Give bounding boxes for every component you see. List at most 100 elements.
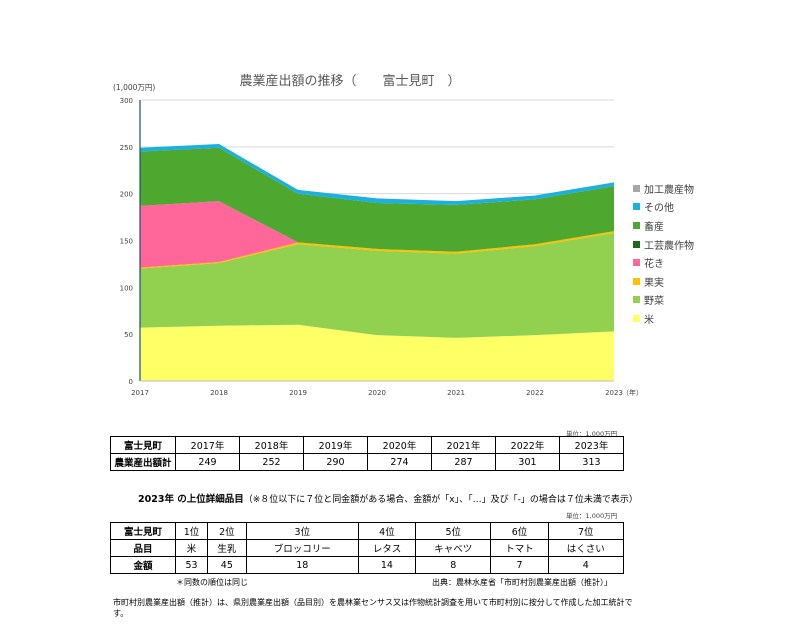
same-rank-note: ＊同数の順位は同じ <box>176 578 248 587</box>
detail-title-main: 2023年 の上位詳細品目 <box>138 494 244 505</box>
item-amount: 8 <box>414 556 492 574</box>
legend-swatch <box>633 221 640 229</box>
legend-swatch <box>633 314 640 322</box>
x-tick-label: 2022 <box>526 389 544 397</box>
x-tick-label: 2021 <box>447 389 465 397</box>
rank-header: 7位 <box>547 522 625 540</box>
item-row-label: 品目 <box>110 539 176 557</box>
y-tick-label: 200 <box>120 191 133 199</box>
item-name: キャベツ <box>414 539 492 557</box>
x-tick-label: 2018 <box>210 389 228 397</box>
rank-header: 5位 <box>414 522 492 540</box>
x-tick-label: 2017 <box>131 389 149 397</box>
legend-swatch <box>633 240 640 248</box>
table1-row-label: 農業産出額計 <box>110 453 176 471</box>
item-name: ブロッコリー <box>245 539 359 557</box>
y-tick-label: 100 <box>120 284 133 292</box>
area-畜産 <box>140 147 614 252</box>
total-value: 287 <box>431 453 496 471</box>
item-amount: 14 <box>357 556 416 574</box>
legend-label: 野菜 <box>644 296 664 308</box>
rank-header: 2位 <box>207 522 247 540</box>
year-header: 2021年 <box>431 436 496 454</box>
area-米 <box>140 324 614 381</box>
legend-swatch <box>633 296 640 304</box>
year-header: 2019年 <box>303 436 368 454</box>
area-花き <box>140 201 614 268</box>
item-amount: 7 <box>490 556 549 574</box>
y-tick-label: 300 <box>120 97 133 105</box>
y-tick-label: 50 <box>124 331 133 339</box>
legend-label: 畜産 <box>644 221 664 233</box>
legend-label: 果実 <box>644 277 664 289</box>
table2-amount-row: 金額 53 45 18 14 8 7 4 <box>110 556 625 574</box>
item-amount: 53 <box>175 556 208 574</box>
legend-item: 米 <box>633 309 694 328</box>
table2-rank-row: 富士見町 1位 2位 3位 4位 5位 6位 7位 <box>110 522 625 540</box>
total-value: 252 <box>239 453 304 471</box>
item-name: レタス <box>357 539 416 557</box>
item-amount: 4 <box>547 556 625 574</box>
footnote: 市町村別農業産出額（推計）は、県別農業産出額（品目別）を農林業センサス又は作物統… <box>113 598 633 618</box>
x-tick-label: 2023 <box>605 389 623 397</box>
legend-swatch <box>633 203 640 211</box>
rank-header: 4位 <box>357 522 416 540</box>
area-果実 <box>140 231 614 269</box>
legend-swatch <box>633 259 640 267</box>
x-tick-label: 2020 <box>368 389 386 397</box>
chart-title: 農業産出額の推移（ 富士見町 ） <box>239 74 461 89</box>
legend-item: 野菜 <box>633 291 694 310</box>
x-axis-suffix: （年） <box>622 388 643 397</box>
legend-item: 工芸農作物 <box>633 235 694 254</box>
output-total-table: 富士見町 2017年 2018年 2019年 2020年 2021年 2022年 2023年 … <box>110 436 624 471</box>
rank-header: 1位 <box>175 522 208 540</box>
top-items-table: 富士見町 1位 2位 3位 4位 5位 6位 7位 品目米生乳 ブロッコリー レタス キャベツ トマト… <box>110 522 625 574</box>
x-tick-label: 2019 <box>289 389 307 397</box>
legend-label: 工芸農作物 <box>644 240 694 252</box>
total-value: 274 <box>367 453 432 471</box>
item-amount: 18 <box>245 556 359 574</box>
item-name: はくさい <box>547 539 625 557</box>
year-header: 2017年 <box>175 436 240 454</box>
legend-item: 花き <box>633 253 694 272</box>
item-amount: 45 <box>207 556 247 574</box>
y-tick-label: 0 <box>129 378 133 386</box>
legend-item: 果実 <box>633 272 694 291</box>
legend-swatch <box>633 184 640 192</box>
item-name: 米 <box>175 539 208 557</box>
table1-value-row: 農業産出額計 249 252 290 274 287 301 313 <box>110 453 624 471</box>
total-value: 301 <box>495 453 560 471</box>
area-野菜 <box>140 233 614 338</box>
year-header: 2018年 <box>239 436 304 454</box>
table2-item-row: 品目米生乳 ブロッコリー レタス キャベツ トマト はくさい <box>110 539 625 557</box>
legend-swatch <box>633 277 640 285</box>
area-chart: 0 50 100 150 200 250 300 2017 2018 2019 2020 2021 20… <box>120 97 643 397</box>
item-name: トマト <box>490 539 549 557</box>
total-value: 313 <box>559 453 624 471</box>
legend-label: その他 <box>644 203 674 215</box>
y-unit-label: (1,000万円) <box>113 83 156 92</box>
rank-header: 3位 <box>245 522 359 540</box>
legend-label: 米 <box>644 314 654 326</box>
table1-header-row: 富士見町 2017年 2018年 2019年 2020年 2021年 2022年 2023年 <box>110 436 624 454</box>
total-value: 290 <box>303 453 368 471</box>
item-name: 生乳 <box>207 539 247 557</box>
amount-row-label: 金額 <box>110 556 176 574</box>
total-value: 249 <box>175 453 240 471</box>
legend-label: 加工農産物 <box>644 184 694 196</box>
table1-corner: 富士見町 <box>110 436 176 454</box>
y-tick-label: 250 <box>120 144 133 152</box>
year-header: 2023年 <box>559 436 624 454</box>
rank-header: 6位 <box>490 522 549 540</box>
legend-item: 畜産 <box>633 216 694 235</box>
chart-legend: 加工農産物その他畜産工芸農作物花き果実野菜米 <box>633 179 694 328</box>
year-header: 2022年 <box>495 436 560 454</box>
y-tick-label: 150 <box>120 238 133 246</box>
legend-item: その他 <box>633 198 694 217</box>
table2-corner: 富士見町 <box>110 522 176 540</box>
detail-unit: 単位：1,000万円 <box>566 512 618 520</box>
year-header: 2020年 <box>367 436 432 454</box>
legend-item: 加工農産物 <box>633 179 694 198</box>
legend-label: 花き <box>644 259 664 271</box>
source-note: 出典：農林水産省「市町村別農業産出額（推計）」 <box>432 578 612 587</box>
